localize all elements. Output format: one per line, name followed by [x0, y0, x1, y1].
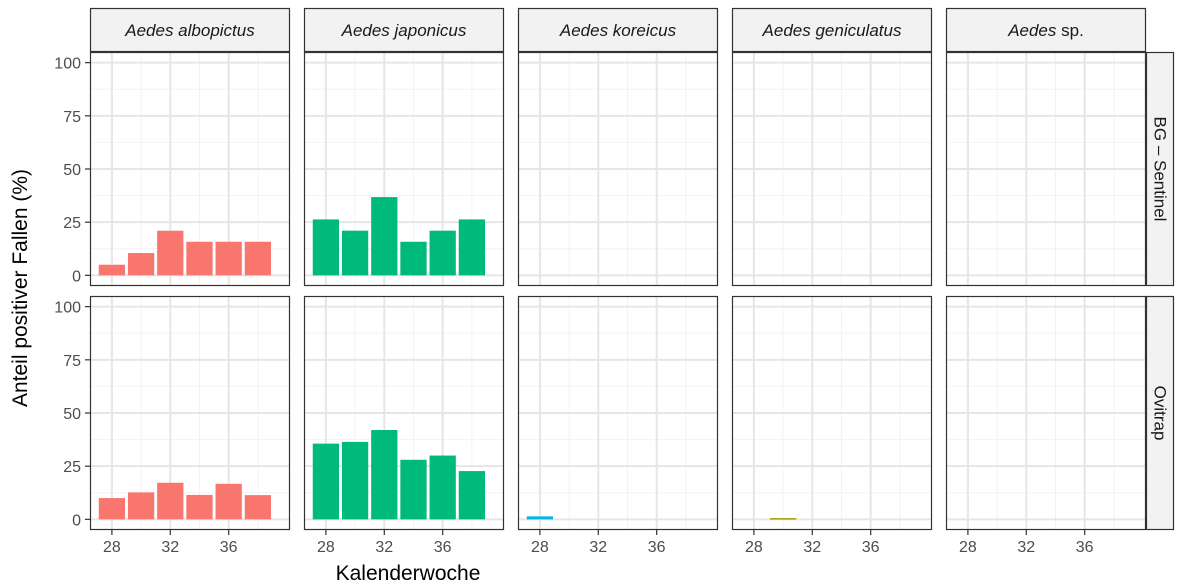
y-tick-label: 0: [72, 512, 81, 529]
panel-border: [731, 295, 933, 531]
bar: [157, 230, 184, 276]
row-strip-label: Ovitrap: [1151, 386, 1170, 441]
facet-panel: [517, 295, 719, 531]
x-tick-label: 28: [745, 539, 763, 556]
x-tick-label: 28: [959, 539, 977, 556]
bar: [244, 241, 272, 276]
facet-panel: [303, 51, 505, 287]
panel-border: [303, 51, 505, 287]
column-strip-label-plain: sp.: [1056, 21, 1083, 40]
x-tick-label: 28: [317, 539, 335, 556]
row-strip: [1145, 51, 1175, 287]
bar: [429, 230, 456, 276]
x-tick-label: 36: [648, 539, 666, 556]
facet-panel: [89, 295, 291, 531]
column-strip: [517, 7, 719, 53]
column-strip-label-italic: Aedes: [1007, 21, 1057, 40]
bar: [371, 430, 398, 520]
bar: [127, 253, 155, 276]
x-tick-label: 36: [862, 539, 880, 556]
facet-panel: [89, 51, 291, 287]
bar: [186, 494, 213, 520]
facet-panel: [303, 295, 505, 531]
panel-border: [945, 51, 1147, 287]
facet-panel: [945, 295, 1147, 531]
facet-panel: [731, 51, 933, 287]
bar: [429, 455, 456, 520]
row-strip: [1145, 295, 1175, 531]
x-tick-label: 36: [220, 539, 238, 556]
column-strip: [945, 7, 1147, 53]
facet-panel: [517, 51, 719, 287]
facet-panel: [945, 51, 1147, 287]
panel-border: [517, 295, 719, 531]
bar: [400, 459, 427, 520]
x-tick-label: 32: [375, 539, 393, 556]
bar: [215, 483, 242, 520]
x-tick-label: 28: [531, 539, 549, 556]
bar: [458, 471, 486, 520]
bar: [312, 219, 340, 276]
panel-border: [89, 295, 291, 531]
x-tick-label: 32: [803, 539, 821, 556]
column-strip: [731, 7, 933, 53]
bar: [244, 495, 272, 520]
bar: [312, 443, 340, 520]
column-strip-label: Aedes albopictus: [124, 21, 255, 40]
panel-border: [731, 51, 933, 287]
column-strip-label: Aedes sp.: [1007, 21, 1084, 40]
bar: [98, 498, 126, 520]
column-strip-label: Aedes geniculatus: [762, 21, 902, 40]
panel-border: [303, 295, 505, 531]
bar: [186, 241, 213, 276]
bar: [371, 197, 398, 276]
bar: [458, 219, 486, 276]
bar: [127, 492, 155, 520]
panel-border: [89, 51, 291, 287]
x-tick-label: 32: [161, 539, 179, 556]
y-axis-title: Anteil positiver Fallen (%): [9, 169, 32, 407]
panel-border: [945, 295, 1147, 531]
y-tick-label: 75: [63, 353, 81, 370]
y-tick-label: 50: [63, 406, 81, 423]
y-tick-label: 100: [54, 56, 81, 73]
column-strip-label: Aedes koreicus: [559, 21, 677, 40]
x-tick-label: 36: [1076, 539, 1094, 556]
x-axis-title: Kalenderwoche: [336, 562, 481, 584]
x-tick-label: 32: [1017, 539, 1035, 556]
y-tick-label: 25: [63, 215, 81, 232]
y-tick-label: 0: [72, 268, 81, 285]
bar: [769, 518, 797, 520]
column-strip-label: Aedes japonicus: [341, 21, 467, 40]
column-strip: [303, 7, 505, 53]
row-strip-label: BG – Sentinel: [1151, 117, 1170, 222]
bar: [341, 230, 369, 276]
y-tick-label: 50: [63, 162, 81, 179]
bar: [341, 441, 369, 520]
y-tick-label: 25: [63, 459, 81, 476]
bar: [157, 482, 184, 520]
bar: [98, 264, 126, 276]
y-tick-label: 75: [63, 109, 81, 126]
column-strip: [89, 7, 291, 53]
x-tick-label: 28: [103, 539, 121, 556]
panel-border: [517, 51, 719, 287]
bar: [400, 241, 427, 276]
x-tick-label: 32: [589, 539, 607, 556]
y-tick-label: 100: [54, 300, 81, 317]
bar: [215, 241, 242, 276]
bar: [526, 516, 554, 520]
facet-panel: [731, 295, 933, 531]
x-tick-label: 36: [434, 539, 452, 556]
